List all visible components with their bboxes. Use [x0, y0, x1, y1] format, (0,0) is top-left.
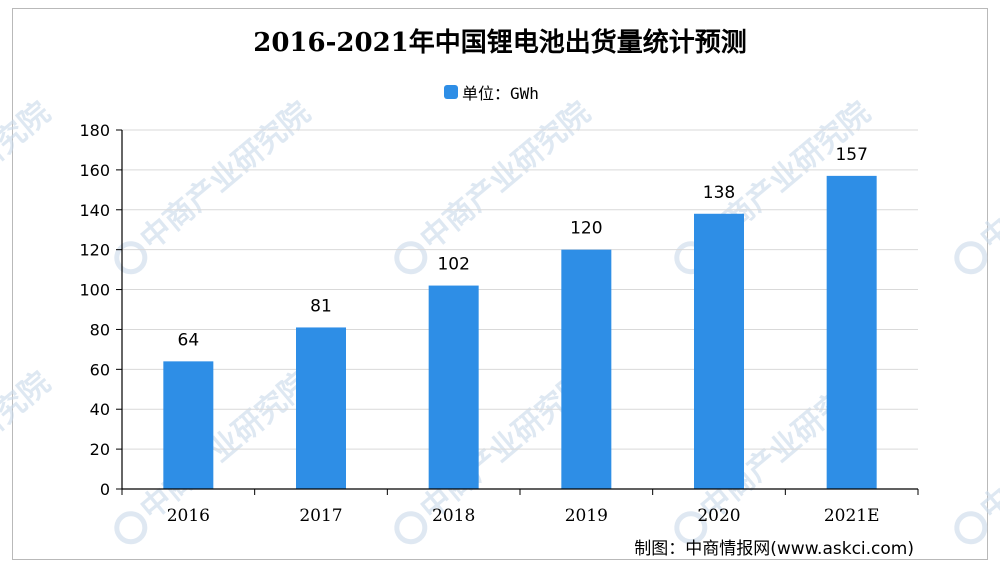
legend-label: 单位：GWh — [462, 84, 539, 103]
data-label: 157 — [835, 145, 867, 165]
x-tick-label: 2017 — [299, 506, 342, 526]
y-tick-label: 140 — [79, 201, 110, 220]
y-tick-label: 0 — [100, 480, 110, 499]
x-tick-label: 2021E — [824, 506, 880, 526]
data-label: 120 — [570, 219, 602, 239]
x-tick-label: 2016 — [167, 506, 210, 526]
legend: 单位：GWh — [444, 82, 539, 103]
y-tick-label: 40 — [90, 400, 110, 419]
bar-2016 — [163, 361, 214, 489]
y-tick-label: 100 — [79, 281, 110, 300]
x-tick-label: 2019 — [565, 506, 608, 526]
x-tick-label: 2020 — [697, 506, 740, 526]
data-label: 81 — [310, 296, 332, 316]
bar-2017 — [296, 327, 346, 489]
data-label: 102 — [437, 255, 469, 275]
chart-title: 2016-2021年中国锂电池出货量统计预测 — [253, 28, 747, 58]
x-tick-label: 2018 — [432, 506, 475, 526]
y-tick-label: 60 — [90, 360, 110, 379]
y-tick-label: 80 — [90, 320, 110, 339]
bar-2018 — [428, 285, 479, 489]
y-tick-label: 20 — [90, 440, 110, 459]
bar-2020 — [694, 213, 744, 489]
bar-2021E — [826, 175, 877, 489]
bar-2019 — [561, 249, 612, 489]
y-tick-label: 120 — [79, 241, 110, 260]
legend-swatch — [444, 85, 458, 99]
data-label: 138 — [703, 183, 735, 203]
source-credit: 制图：中商情报网(www.askci.com) — [634, 539, 914, 559]
y-tick-label: 180 — [79, 121, 110, 140]
y-tick-label: 160 — [79, 161, 110, 180]
data-label: 64 — [178, 330, 200, 350]
